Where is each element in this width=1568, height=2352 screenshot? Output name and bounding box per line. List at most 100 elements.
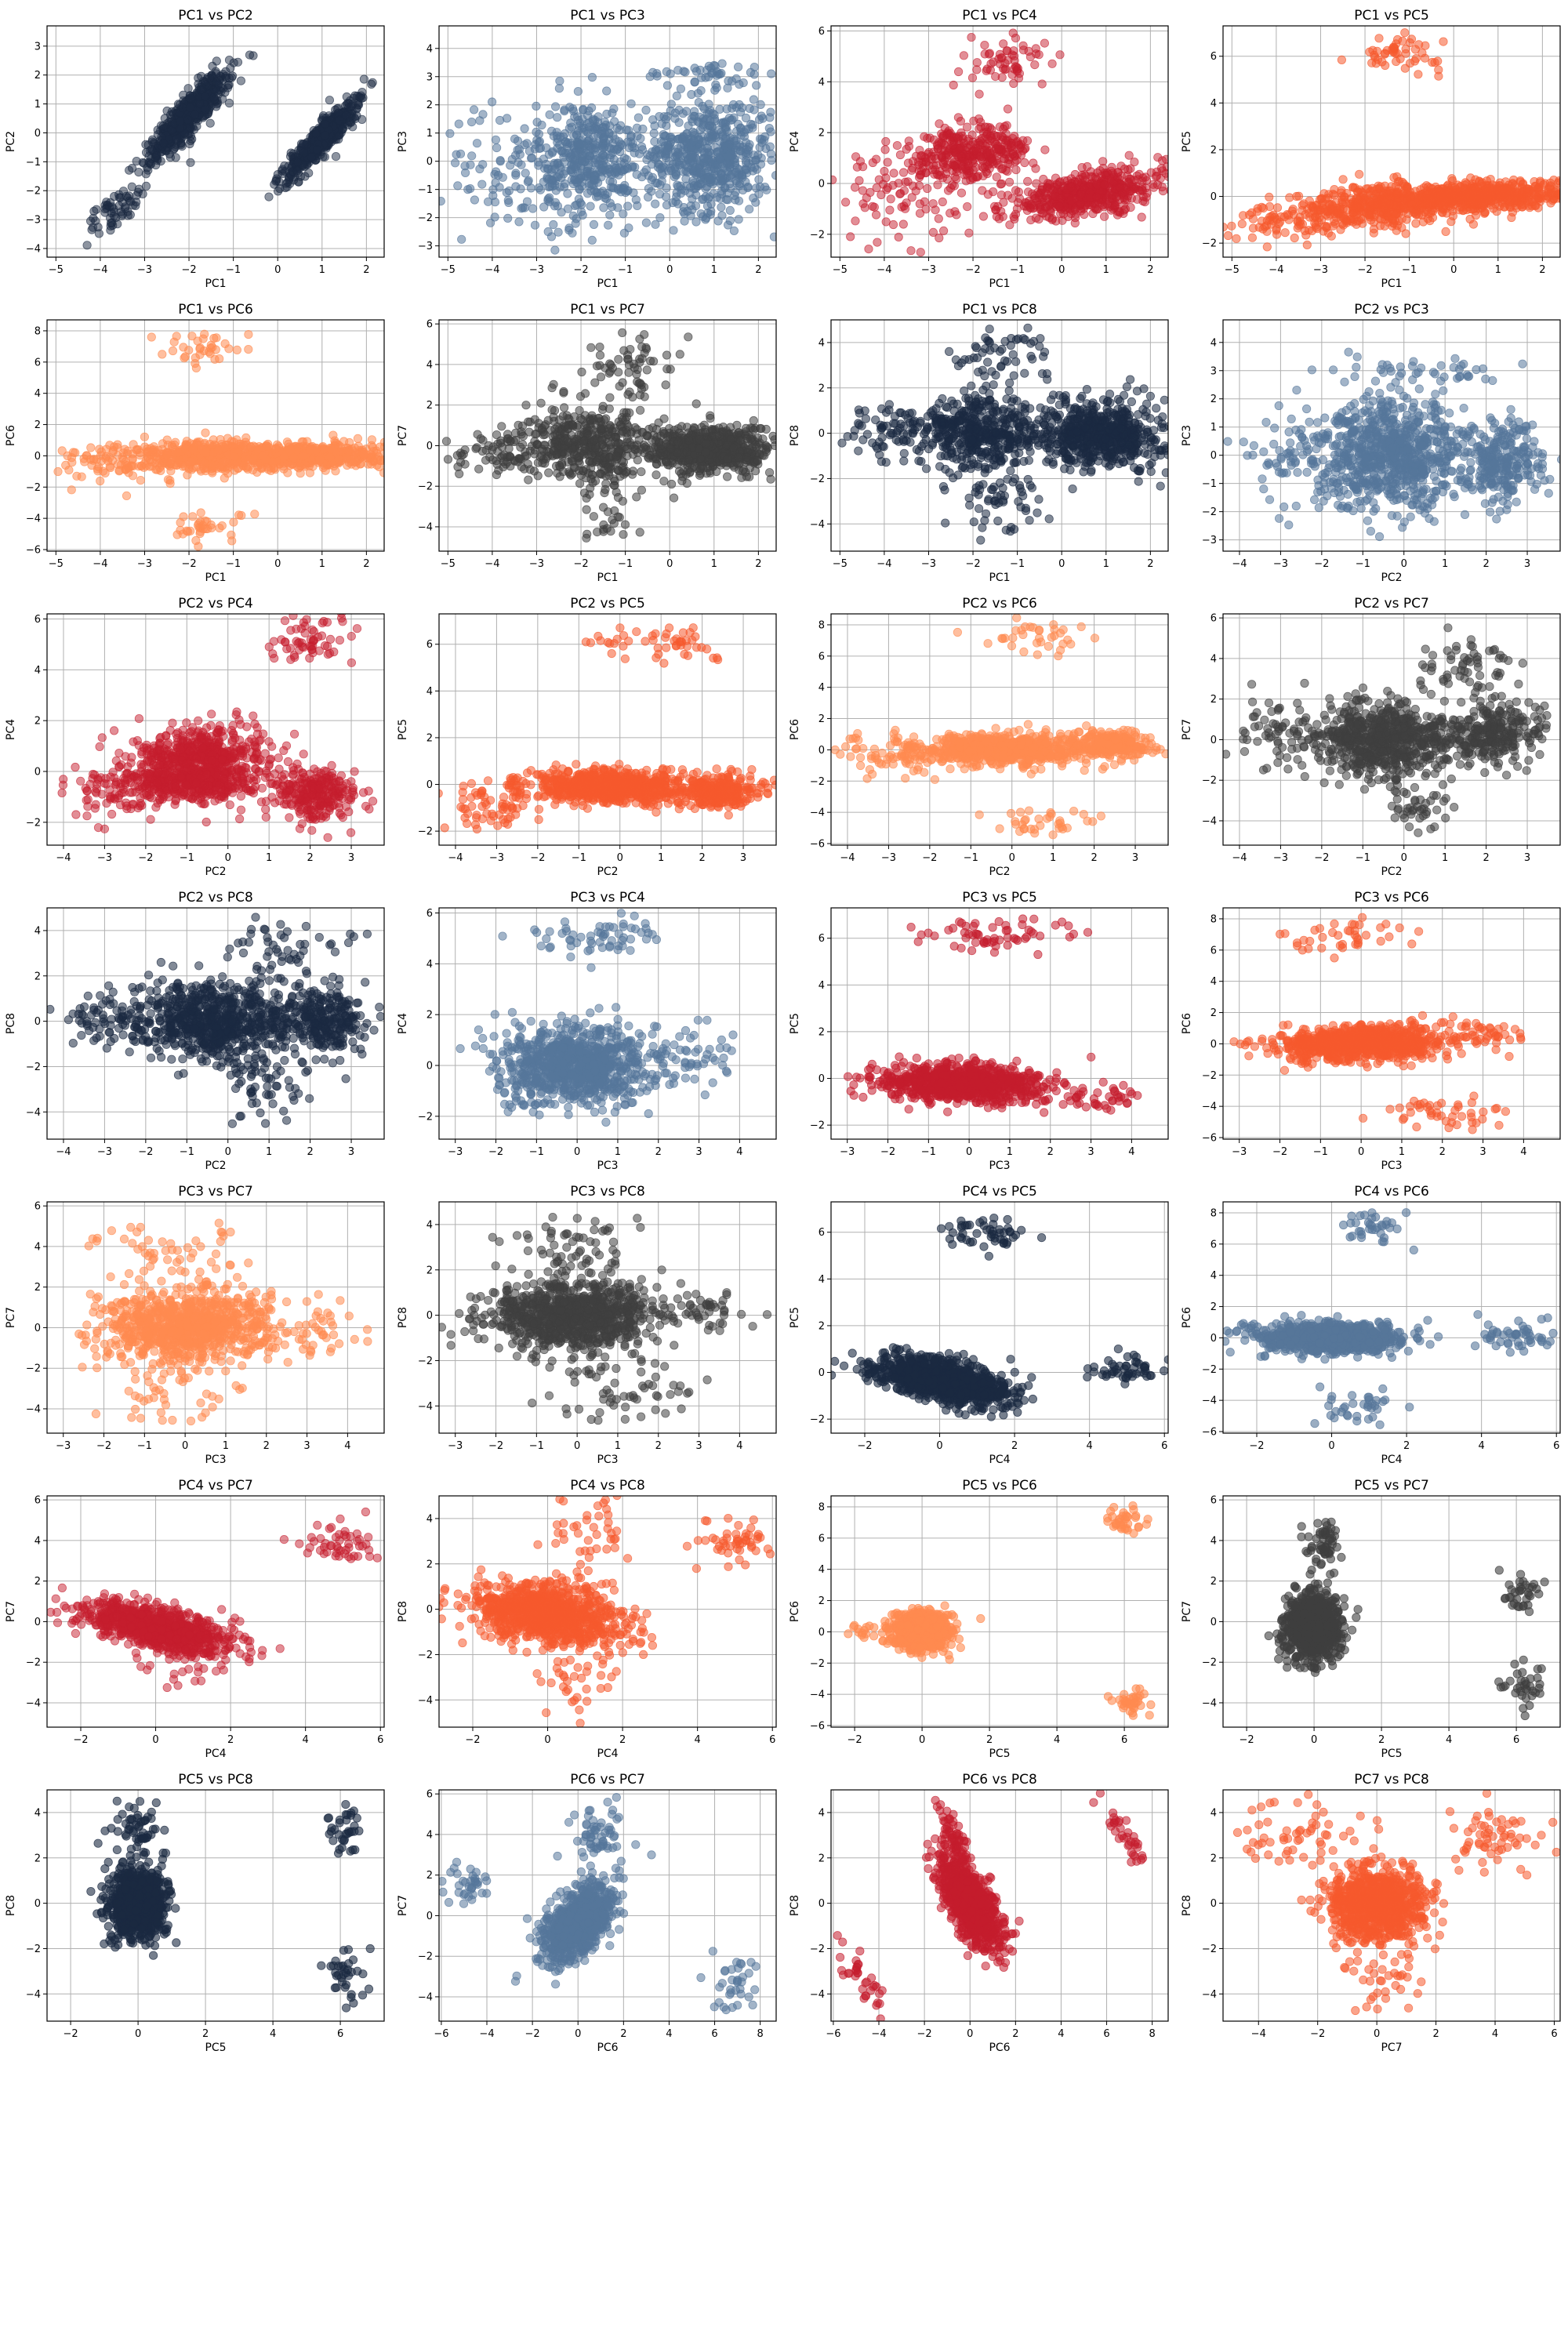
data-point	[176, 117, 185, 126]
data-point	[490, 212, 499, 222]
data-point	[680, 216, 689, 226]
data-point	[574, 122, 583, 131]
data-point	[307, 152, 316, 162]
data-point	[974, 114, 984, 124]
data-point	[1237, 219, 1247, 229]
x-axis-label: PC1	[1381, 278, 1402, 290]
data-point	[1162, 154, 1168, 164]
x-tick-label: −5	[49, 264, 64, 276]
data-point	[249, 51, 258, 60]
data-point	[641, 218, 651, 227]
panel-title: PC1 vs PC2	[178, 8, 253, 24]
data-point	[628, 139, 637, 148]
data-point	[652, 69, 662, 78]
data-point	[698, 123, 707, 132]
data-point	[359, 74, 368, 84]
data-point	[710, 60, 719, 71]
data-point	[1381, 198, 1391, 207]
data-point	[731, 74, 741, 84]
y-tick-label: 3	[426, 71, 433, 83]
data-point	[584, 135, 593, 144]
data-point	[1018, 136, 1028, 145]
data-point	[633, 113, 643, 122]
data-point	[615, 125, 624, 135]
data-point	[726, 183, 735, 193]
data-point	[1439, 37, 1448, 46]
data-point	[879, 180, 888, 189]
data-point	[491, 135, 500, 144]
data-point	[272, 176, 281, 185]
data-point	[1011, 165, 1021, 175]
data-point	[1047, 59, 1057, 68]
data-point	[1300, 226, 1309, 235]
data-point	[1070, 213, 1080, 223]
data-point	[1338, 175, 1348, 184]
data-point	[975, 89, 984, 99]
data-point	[911, 151, 921, 161]
data-point	[735, 107, 746, 117]
data-point	[873, 238, 882, 247]
data-point	[851, 216, 860, 226]
x-tick-label: 0	[274, 264, 281, 276]
data-point	[1337, 55, 1346, 65]
data-point	[106, 198, 115, 207]
data-point	[948, 180, 957, 190]
data-point	[1016, 151, 1026, 160]
data-point	[941, 162, 950, 172]
data-point	[1157, 182, 1167, 192]
data-point	[633, 201, 642, 210]
data-point	[515, 150, 524, 159]
y-tick-label: 2	[426, 100, 433, 111]
data-point	[971, 162, 981, 172]
data-point	[1549, 176, 1559, 185]
y-tick-label: −2	[810, 229, 825, 241]
data-point	[579, 105, 588, 115]
y-axis-label: PC3	[397, 131, 409, 152]
data-point	[1054, 201, 1064, 211]
data-point	[283, 178, 292, 187]
data-point	[547, 165, 557, 174]
data-point	[172, 134, 181, 143]
axes-frame	[1222, 25, 1561, 258]
data-point	[659, 137, 669, 147]
data-point	[1031, 44, 1040, 53]
data-point	[122, 191, 131, 201]
data-point	[619, 209, 628, 219]
data-point	[1400, 28, 1410, 38]
data-point	[734, 215, 743, 224]
data-point	[999, 198, 1008, 207]
x-tick-label: −2	[573, 264, 588, 276]
data-point	[125, 210, 135, 220]
y-tick-label: 4	[426, 43, 433, 55]
data-point	[376, 442, 384, 452]
data-point	[972, 172, 982, 182]
x-tick-label: −2	[1357, 264, 1372, 276]
scatter-points	[831, 28, 1168, 257]
data-point	[991, 144, 1000, 154]
data-point	[1044, 212, 1054, 222]
x-tick-label: 1	[1495, 264, 1501, 276]
data-point	[729, 226, 739, 235]
data-point	[672, 91, 681, 101]
data-point	[553, 113, 562, 122]
data-point	[1290, 233, 1299, 243]
data-point	[1004, 155, 1014, 165]
data-point	[1110, 200, 1120, 210]
data-point	[1417, 202, 1427, 212]
data-point	[1000, 138, 1011, 147]
data-point	[711, 80, 720, 89]
data-point	[233, 57, 243, 67]
data-point	[705, 192, 714, 201]
data-point	[673, 134, 683, 143]
data-point	[933, 180, 942, 190]
data-point	[1508, 208, 1517, 217]
data-point	[511, 182, 521, 191]
data-point	[982, 148, 992, 158]
data-point	[587, 235, 597, 245]
data-point	[901, 177, 910, 187]
data-point	[560, 179, 569, 188]
data-point	[872, 210, 881, 220]
data-point	[1411, 219, 1421, 228]
data-point	[547, 179, 557, 188]
data-point	[708, 68, 717, 78]
